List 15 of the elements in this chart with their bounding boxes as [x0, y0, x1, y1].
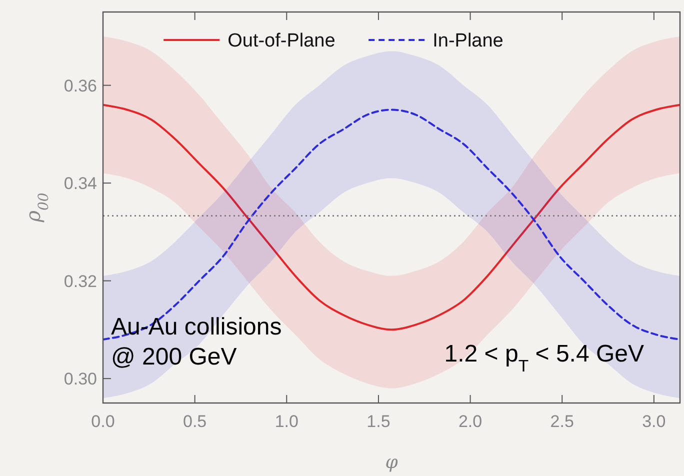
x-tick-label: 2.0	[458, 412, 482, 431]
x-tick-label: 0.0	[91, 412, 115, 431]
x-tick-label: 1.5	[366, 412, 390, 431]
x-tick-label: 3.0	[642, 412, 666, 431]
legend-label: Out-of-Plane	[228, 30, 336, 52]
y-tick-label: 0.34	[64, 174, 97, 194]
annotation: 1.2 < p$_{T}$ < 5.4 GeV	[444, 340, 644, 375]
x-axis-title: φ	[385, 452, 398, 473]
y-tick-label: 0.36	[64, 76, 97, 96]
x-tick-label: 1.0	[274, 412, 298, 431]
x-tick-label: 2.5	[550, 412, 574, 431]
x-tick-label: 0.5	[183, 412, 207, 431]
y-tick-label: 0.32	[64, 272, 97, 291]
y-tick-label: 0.30	[64, 370, 97, 389]
legend-label: In-Plane	[432, 30, 504, 52]
